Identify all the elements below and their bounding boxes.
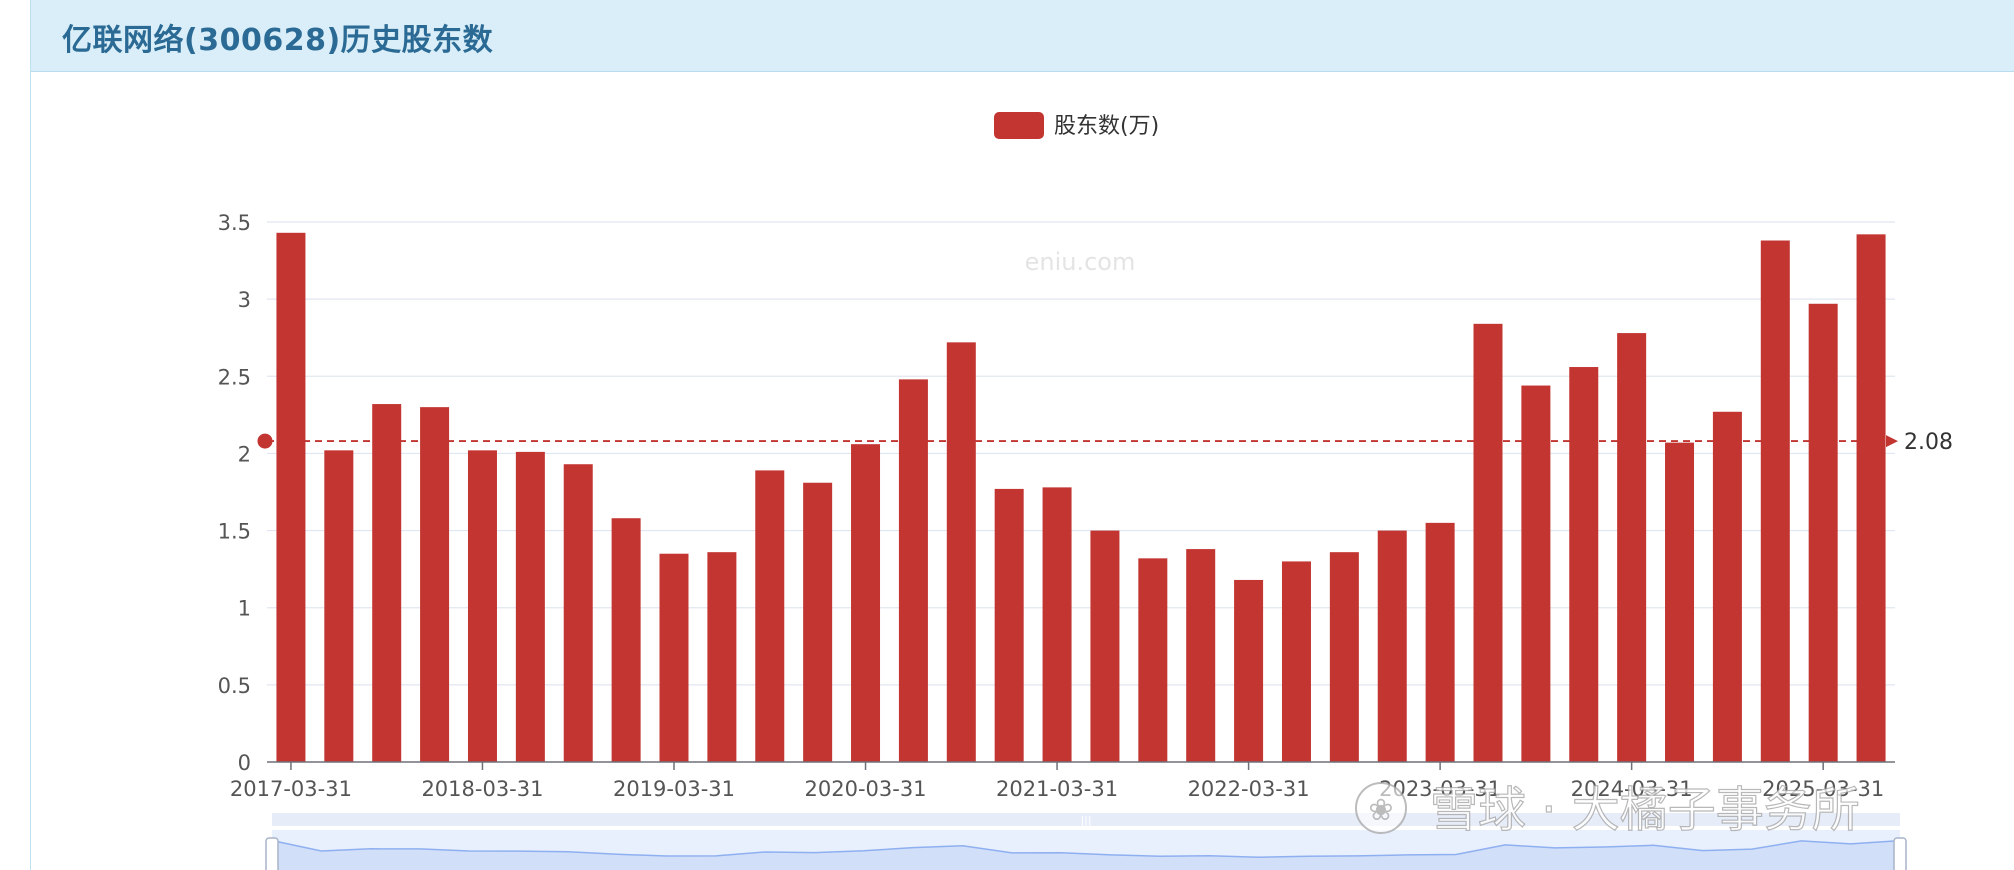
legend-swatch — [994, 112, 1044, 139]
y-tick-label: 0 — [238, 751, 251, 775]
bar[interactable] — [1186, 549, 1216, 762]
bar[interactable] — [1617, 333, 1647, 762]
data-zoom-top-bar[interactable] — [272, 813, 1900, 826]
bar[interactable] — [324, 450, 354, 762]
bar[interactable] — [1760, 240, 1790, 762]
y-tick-label: 3.5 — [218, 211, 251, 235]
bar[interactable] — [1042, 487, 1072, 762]
bar[interactable] — [803, 482, 833, 762]
average-line-arrow-marker — [1886, 435, 1898, 448]
bar[interactable] — [372, 404, 402, 762]
legend[interactable]: 股东数(万) — [994, 112, 1159, 139]
data-zoom-grip-icon[interactable]: ||| — [1080, 814, 1091, 827]
bar[interactable] — [1856, 234, 1886, 763]
bar[interactable] — [659, 553, 689, 762]
data-zoom-left-handle[interactable] — [265, 837, 279, 870]
bar[interactable] — [994, 488, 1024, 762]
bar[interactable] — [1329, 552, 1359, 762]
bar[interactable] — [1521, 385, 1551, 762]
panel-header: 亿联网络(300628)历史股东数 — [31, 0, 2014, 72]
bar[interactable] — [1234, 579, 1264, 762]
bar[interactable] — [1090, 530, 1120, 762]
bar[interactable] — [898, 379, 928, 762]
y-tick-label: 3 — [238, 288, 251, 312]
y-tick-label: 1 — [238, 597, 251, 621]
watermark-site: eniu.com — [1025, 248, 1136, 276]
y-tick-label: 2 — [238, 442, 251, 466]
bar[interactable] — [467, 450, 497, 762]
watermark-snowball-text: 雪球 · 大橘子事务所 — [1430, 782, 1860, 838]
bar[interactable] — [1473, 323, 1503, 762]
bar[interactable] — [1138, 558, 1168, 762]
axes: 2017-03-31 2018-03-31 2019-03-31 2020-03-31… — [230, 761, 1895, 801]
x-tick-label: 2020-03-31 — [805, 777, 927, 801]
watermark-snowball: ❀ 雪球 · 大橘子事务所 — [1355, 781, 1860, 839]
bar[interactable] — [611, 518, 641, 762]
bars — [276, 232, 1886, 763]
bar[interactable] — [707, 552, 737, 762]
x-tick-label: 2025-03-31 — [1762, 777, 1884, 801]
average-line-label: 2.08 — [1904, 430, 1953, 455]
x-tick-label: 2017-03-31 — [230, 777, 352, 801]
y-tick-label: 2.5 — [218, 365, 251, 389]
x-tick-label: 2018-03-31 — [421, 777, 543, 801]
page-title: 亿联网络(300628)历史股东数 — [62, 23, 494, 58]
snowball-logo-icon — [1355, 782, 1407, 834]
average-line-group: 2.08 — [257, 430, 1953, 455]
data-zoom-right-handle[interactable] — [1893, 837, 1907, 870]
bar[interactable] — [1712, 411, 1742, 762]
data-zoom-preview-line — [271, 839, 1901, 858]
y-tick-label: 0.5 — [218, 674, 251, 698]
x-tick-label: 2022-03-31 — [1188, 777, 1310, 801]
bar[interactable] — [515, 451, 545, 762]
data-zoom-slider[interactable]: ||| — [265, 813, 1907, 870]
bar[interactable] — [563, 464, 593, 762]
bar[interactable] — [420, 407, 450, 762]
bar[interactable] — [1665, 442, 1695, 762]
bar[interactable] — [1425, 522, 1455, 762]
bar[interactable] — [1281, 561, 1311, 762]
bar[interactable] — [276, 232, 306, 763]
bar[interactable] — [1808, 303, 1838, 762]
snowball-logo-glyph: ❀ — [1368, 793, 1393, 828]
x-tick-label: 2024-03-31 — [1571, 777, 1693, 801]
bar[interactable] — [946, 342, 976, 762]
bar[interactable] — [1377, 530, 1407, 762]
bar[interactable] — [1569, 367, 1599, 762]
x-tick-label: 2019-03-31 — [613, 777, 735, 801]
bar[interactable] — [851, 444, 881, 762]
legend-label: 股东数(万) — [1054, 114, 1159, 139]
average-line-start-marker — [257, 433, 273, 449]
bar[interactable] — [755, 470, 785, 762]
y-tick-label: 1.5 — [218, 520, 251, 544]
x-tick-label: 2021-03-31 — [996, 777, 1118, 801]
